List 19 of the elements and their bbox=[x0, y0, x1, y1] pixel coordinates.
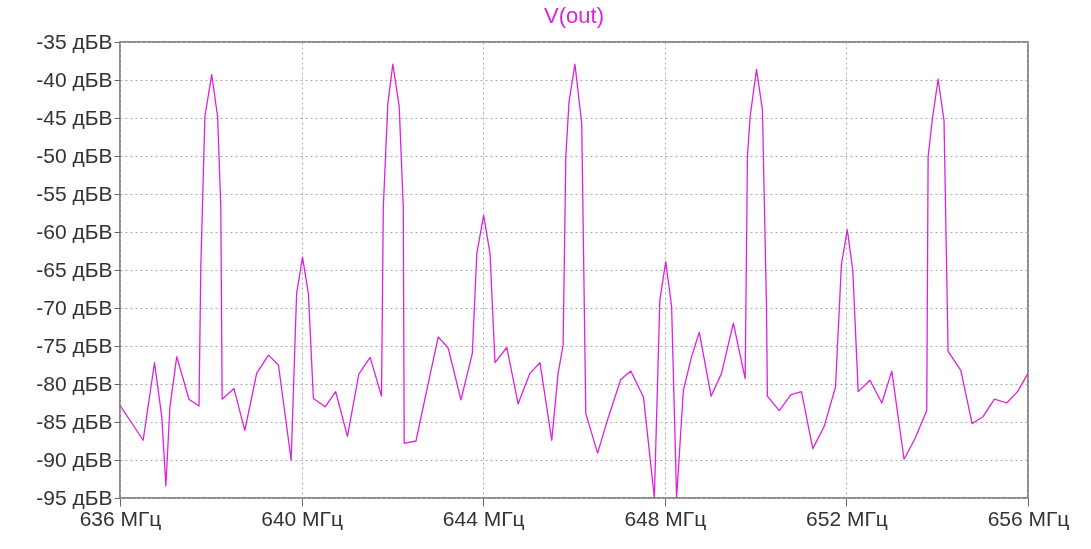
text: V(out) bbox=[544, 3, 604, 28]
x-tick-label: 648 МГц bbox=[624, 506, 707, 530]
y-tick-label: -90 дБВ bbox=[36, 447, 113, 471]
y-tick-label: -60 дБВ bbox=[36, 219, 113, 243]
y-tick-label: -80 дБВ bbox=[36, 371, 113, 395]
y-tick-label: -35 дБВ bbox=[36, 29, 113, 53]
y-tick-label: -75 дБВ bbox=[36, 333, 113, 357]
y-tick-label: -85 дБВ bbox=[36, 409, 113, 433]
y-tick-label: -95 дБВ bbox=[36, 485, 113, 509]
x-tick-label: 656 МГц bbox=[987, 506, 1070, 530]
y-tick-label: -50 дБВ bbox=[36, 143, 113, 167]
x-tick-label: 644 МГц bbox=[442, 506, 525, 530]
y-tick-label: -55 дБВ bbox=[36, 181, 113, 205]
y-tick-label: -70 дБВ bbox=[36, 295, 113, 319]
y-tick-label: -65 дБВ bbox=[36, 257, 113, 281]
y-tick-label: -45 дБВ bbox=[36, 105, 113, 129]
x-tick-label: 640 МГц bbox=[261, 506, 343, 530]
y-tick-label: -40 дБВ bbox=[36, 67, 113, 91]
x-tick-label: 652 МГц bbox=[806, 506, 888, 530]
